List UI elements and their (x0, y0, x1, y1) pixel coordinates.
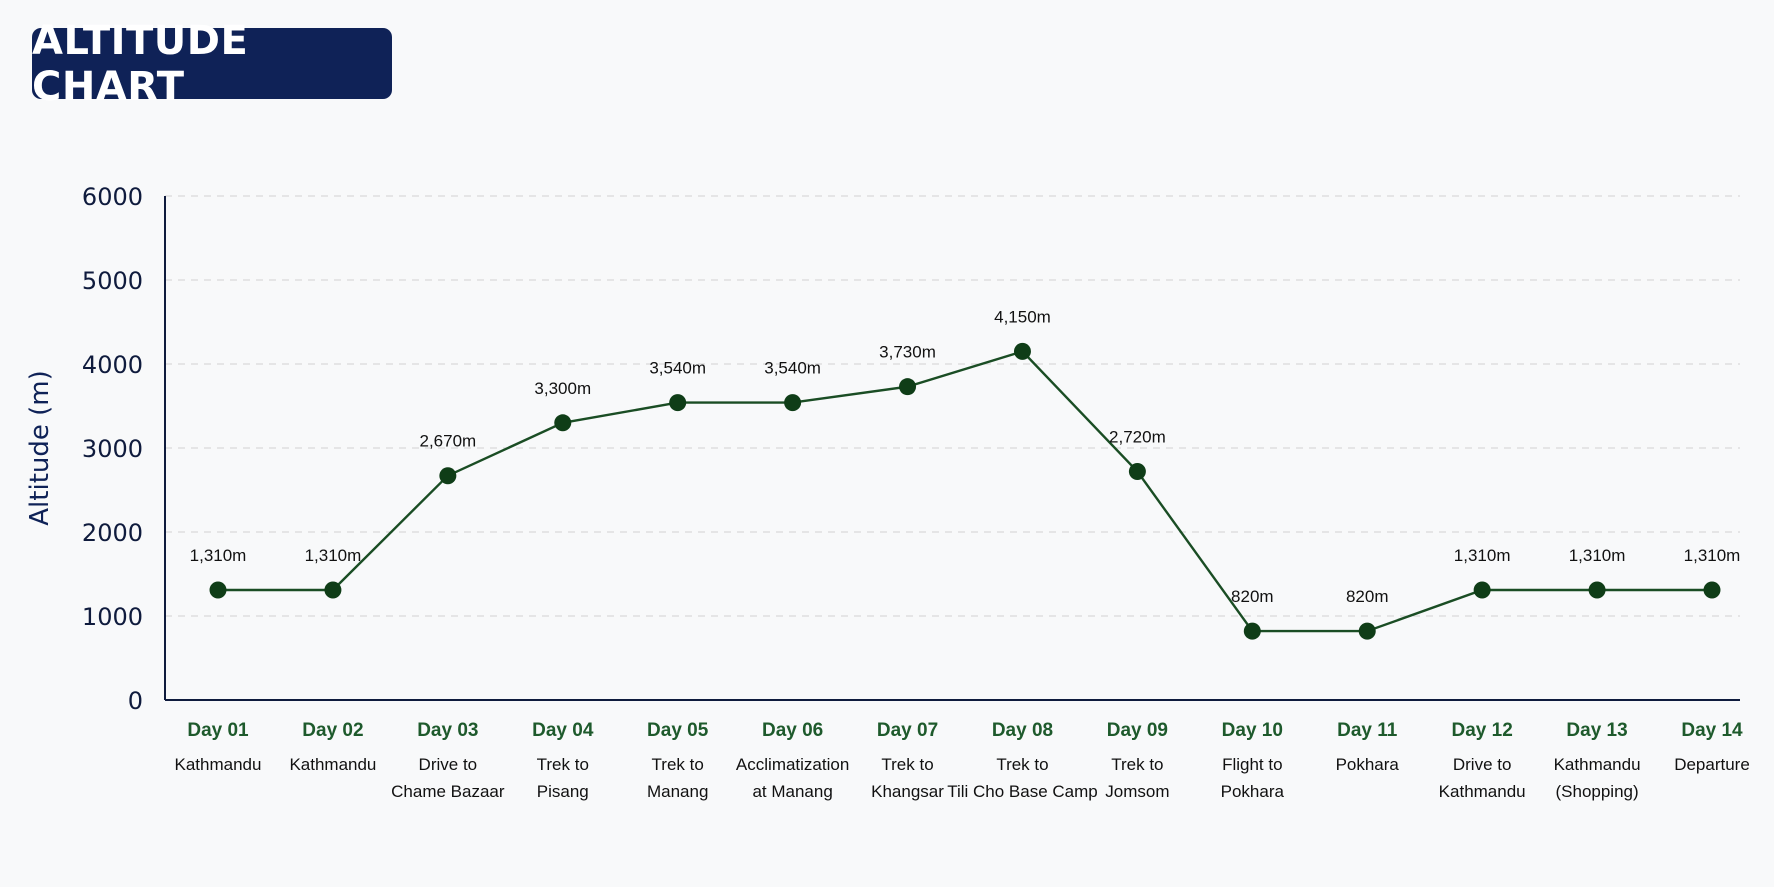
series-line (218, 350, 1712, 633)
x-tick-day-label: Day 07 (877, 720, 938, 741)
chart-title-badge: ALTITUDE CHART (32, 18, 392, 110)
x-tick-description: Trek to (652, 755, 704, 774)
data-label: 820m (1346, 587, 1389, 606)
x-tick-description: at Manang (752, 782, 832, 801)
x-tick-day-label: Day 04 (532, 720, 594, 741)
x-tick-description: Drive to (419, 755, 478, 774)
data-point (784, 394, 802, 412)
x-tick-description: Trek to (1111, 755, 1163, 774)
x-tick-day-label: Day 01 (187, 720, 249, 741)
y-tick-label: 4000 (82, 351, 143, 379)
x-tick-description: Trek to (537, 755, 589, 774)
altitude-series-line (218, 350, 1712, 633)
x-tick-description: Pokhara (1221, 782, 1285, 801)
data-label: 1,310m (1454, 546, 1511, 565)
data-point (439, 467, 457, 485)
data-label: 820m (1231, 587, 1274, 606)
x-tick-day-label: Day 13 (1566, 720, 1627, 741)
data-label: 1,310m (1569, 546, 1626, 565)
data-label: 2,670m (419, 432, 476, 451)
data-label: 3,730m (879, 343, 936, 362)
data-point (669, 394, 687, 412)
y-tick-label: 1000 (82, 603, 143, 631)
x-tick-description: Pisang (537, 782, 589, 801)
data-labels: 1,310m 1,310m 2,670m 3,300m 3,540m 3,540m 3,73… (190, 307, 1741, 606)
data-point (1243, 622, 1261, 640)
data-point (554, 414, 572, 432)
data-label: 2,720m (1109, 428, 1166, 447)
x-tick-description: Departure (1674, 755, 1750, 774)
data-point (1128, 463, 1146, 481)
x-tick-day-label: Day 09 (1107, 720, 1168, 741)
data-point (209, 581, 227, 599)
x-tick-description: Kathmandu (1439, 782, 1526, 801)
x-tick-description: Pokhara (1336, 755, 1400, 774)
x-tick-description: Drive to (1453, 755, 1512, 774)
data-point (1013, 342, 1031, 360)
data-point (1588, 581, 1606, 599)
data-label: 3,300m (534, 379, 591, 398)
x-tick-day-label: Day 10 (1222, 720, 1283, 741)
x-tick-description: Jomsom (1105, 782, 1169, 801)
x-tick-description: Kathmandu (289, 755, 376, 774)
x-tick-day-label: Day 03 (417, 720, 478, 741)
x-tick-day-label: Day 06 (762, 720, 823, 741)
data-label: 1,310m (305, 546, 362, 565)
chart-title: ALTITUDE CHART (32, 17, 249, 110)
y-tick-label: 3000 (82, 435, 143, 463)
data-point (324, 581, 342, 599)
x-tick-description: Khangsar (871, 782, 944, 801)
y-tick-label: 6000 (82, 183, 143, 211)
data-points (209, 342, 1721, 640)
data-label: 3,540m (649, 359, 706, 378)
y-tick-label: 0 (128, 687, 143, 715)
data-point (1703, 581, 1721, 599)
y-axis-label: Altitude (m) (25, 370, 55, 525)
x-tick-description: Chame Bazaar (391, 782, 505, 801)
data-label: 3,540m (764, 359, 821, 378)
data-label: 4,150m (994, 307, 1051, 326)
x-tick-day-label: Day 02 (302, 720, 363, 741)
data-point (1473, 581, 1491, 599)
data-label: 1,310m (190, 546, 247, 565)
x-tick-description: Kathmandu (175, 755, 262, 774)
data-label: 1,310m (1684, 546, 1741, 565)
grid-lines (165, 195, 1740, 617)
x-axis-labels: Day 01 Kathmandu Day 02 Kathmandu Day 03 Driv… (175, 720, 1750, 801)
x-tick-day-label: Day 05 (647, 720, 709, 741)
axes: 0 1000 2000 3000 4000 5000 6000 Altitude (m) (25, 183, 1740, 715)
x-tick-day-label: Day 14 (1681, 720, 1743, 741)
y-tick-label: 2000 (82, 519, 143, 547)
x-tick-description: Flight to (1222, 755, 1282, 774)
data-point (1358, 622, 1376, 640)
x-tick-day-label: Day 11 (1337, 720, 1398, 741)
x-tick-description: Manang (647, 782, 708, 801)
x-tick-description: Trek to (881, 755, 933, 774)
x-tick-description: (Shopping) (1555, 782, 1638, 801)
x-tick-description: Tili Cho Base Camp (947, 782, 1098, 801)
x-tick-description: Kathmandu (1554, 755, 1641, 774)
x-tick-description: Acclimatization (736, 755, 849, 774)
x-tick-day-label: Day 08 (992, 720, 1053, 741)
y-tick-label: 5000 (82, 267, 143, 295)
x-tick-description: Trek to (996, 755, 1048, 774)
x-tick-day-label: Day 12 (1452, 720, 1513, 741)
data-point (899, 378, 917, 396)
